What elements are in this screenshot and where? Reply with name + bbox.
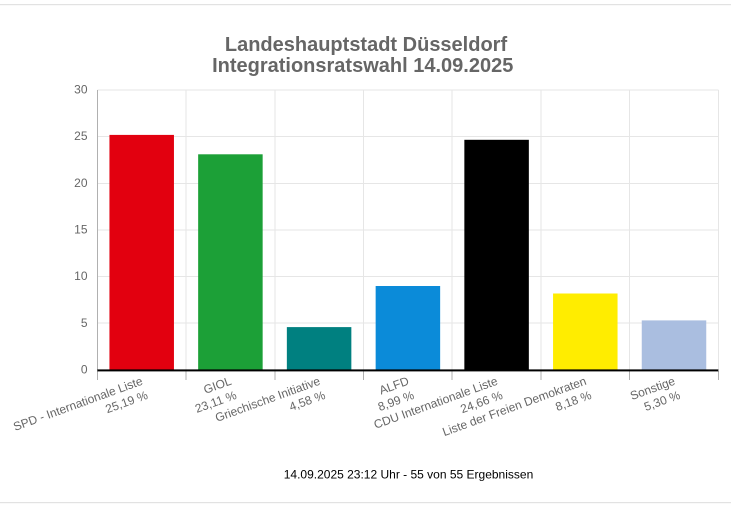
svg-text:5: 5 [81,316,88,330]
svg-text:20: 20 [74,176,88,190]
svg-text:14.09.2025 23:12 Uhr - 55 von: 14.09.2025 23:12 Uhr - 55 von 55 Ergebni… [284,468,534,482]
svg-text:0: 0 [81,362,88,376]
svg-text:30: 30 [74,83,88,97]
svg-text:Integrationsratswahl 14.09.202: Integrationsratswahl 14.09.2025 [212,55,513,77]
svg-text:25: 25 [74,129,88,143]
svg-text:10: 10 [74,269,88,283]
svg-text:Landeshauptstadt Düsseldorf: Landeshauptstadt Düsseldorf [225,34,508,56]
svg-text:15: 15 [74,223,88,237]
